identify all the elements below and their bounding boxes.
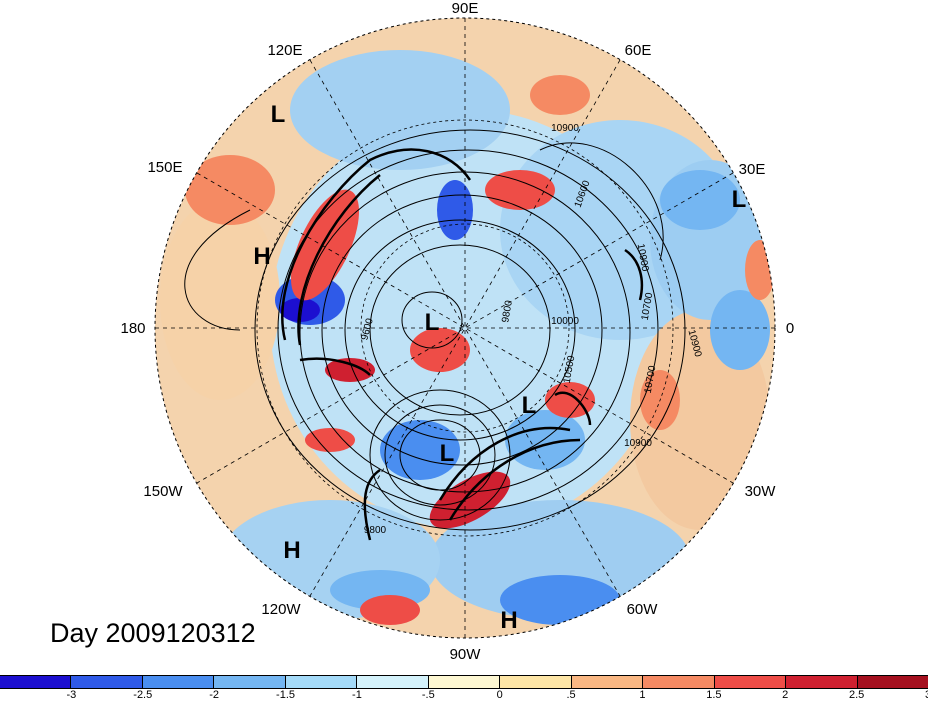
low-marker: L [732,186,747,213]
date-title: Day 2009120312 [50,618,256,648]
colorbar-tick-label: -1.5 [276,689,296,701]
colorbar-segment [285,676,358,688]
colorbar-tick-label: -2.5 [133,689,153,701]
lon-label-60w: 60W [627,601,659,618]
lon-label-0: 0 [786,320,794,337]
longitude-labels: 90E 60E 30E 0 30W 60W 90W 120W 150W 180 … [120,0,794,663]
contour-label: 9800 [364,525,387,536]
colorbar-tick-label: 3 [925,689,928,701]
colorbar-segment [643,676,715,688]
pressure-centers: L L L L L H H H [253,101,746,634]
lon-label-120w: 120W [261,601,301,618]
contour-label: 10000 [551,316,579,327]
low-marker: L [522,392,537,419]
low-marker: L [440,440,455,467]
lon-label-90e: 90E [452,0,479,17]
colorbar [0,675,928,689]
contour-label: 10700 [643,364,659,394]
colorbar-segment [357,676,429,688]
colorbar-segment [0,676,72,688]
colorbar-tick-label: 2 [782,689,789,701]
colorbar-tick-label: -2 [209,689,220,701]
contour-label: 10900 [624,438,652,449]
colorbar-tick-label: -.5 [421,689,435,701]
high-marker: H [500,607,517,634]
colorbar-tick-label: 1.5 [706,689,722,701]
low-marker: L [425,309,440,336]
anomaly-field [155,18,775,638]
colorbar-segment [500,676,572,688]
height-contours [184,129,686,541]
colorbar-tick-label: 2.5 [848,689,865,701]
colorbar-segment [214,676,286,688]
colorbar-segment [71,676,143,688]
high-marker: H [253,243,270,270]
colorbar-segment [857,676,928,688]
lon-label-30e: 30E [739,161,766,178]
lon-label-90w: 90W [450,646,482,663]
lon-label-180: 180 [120,320,145,337]
lon-label-150w: 150W [143,483,183,500]
contour-label: 10700 [640,291,656,321]
colorbar-labels: -3 -2.5 -2 -1.5 -1 -.5 0 .5 1 1.5 2 2.5 3 [0,689,928,702]
colorbar-segment [786,676,858,688]
contour-label: 10500 [562,354,578,384]
low-marker: L [271,101,286,128]
lon-label-60e: 60E [625,42,652,59]
graticule [154,17,776,639]
high-marker: H [283,537,300,564]
contour-labels: 10900 10900 10600 10900 10700 10900 1070… [359,123,703,536]
colorbar-tick-label: 1 [639,689,646,701]
lon-label-120e: 120E [267,42,302,59]
colorbar-tick-label: .5 [566,689,576,701]
colorbar-tick-label: -1 [352,689,362,701]
contour-label: 10900 [635,243,651,273]
colorbar-segment [142,676,215,688]
lon-label-30w: 30W [745,483,777,500]
colorbar-segment [714,676,787,688]
contour-label: 10900 [551,123,579,134]
lon-label-150e: 150E [147,159,182,176]
colorbar-segment [428,676,501,688]
colorbar-tick-label: -3 [66,689,77,701]
colorbar-tick-label: 0 [496,689,503,701]
colorbar-segment [571,676,644,688]
contour-label: 9800 [500,299,515,323]
